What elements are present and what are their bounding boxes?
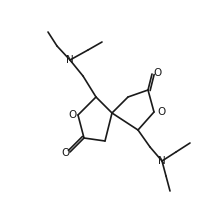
Text: O: O [68,110,76,120]
Text: O: O [157,107,165,117]
Text: N: N [66,55,74,65]
Text: O: O [154,68,162,78]
Text: N: N [158,156,166,166]
Text: O: O [61,148,69,158]
